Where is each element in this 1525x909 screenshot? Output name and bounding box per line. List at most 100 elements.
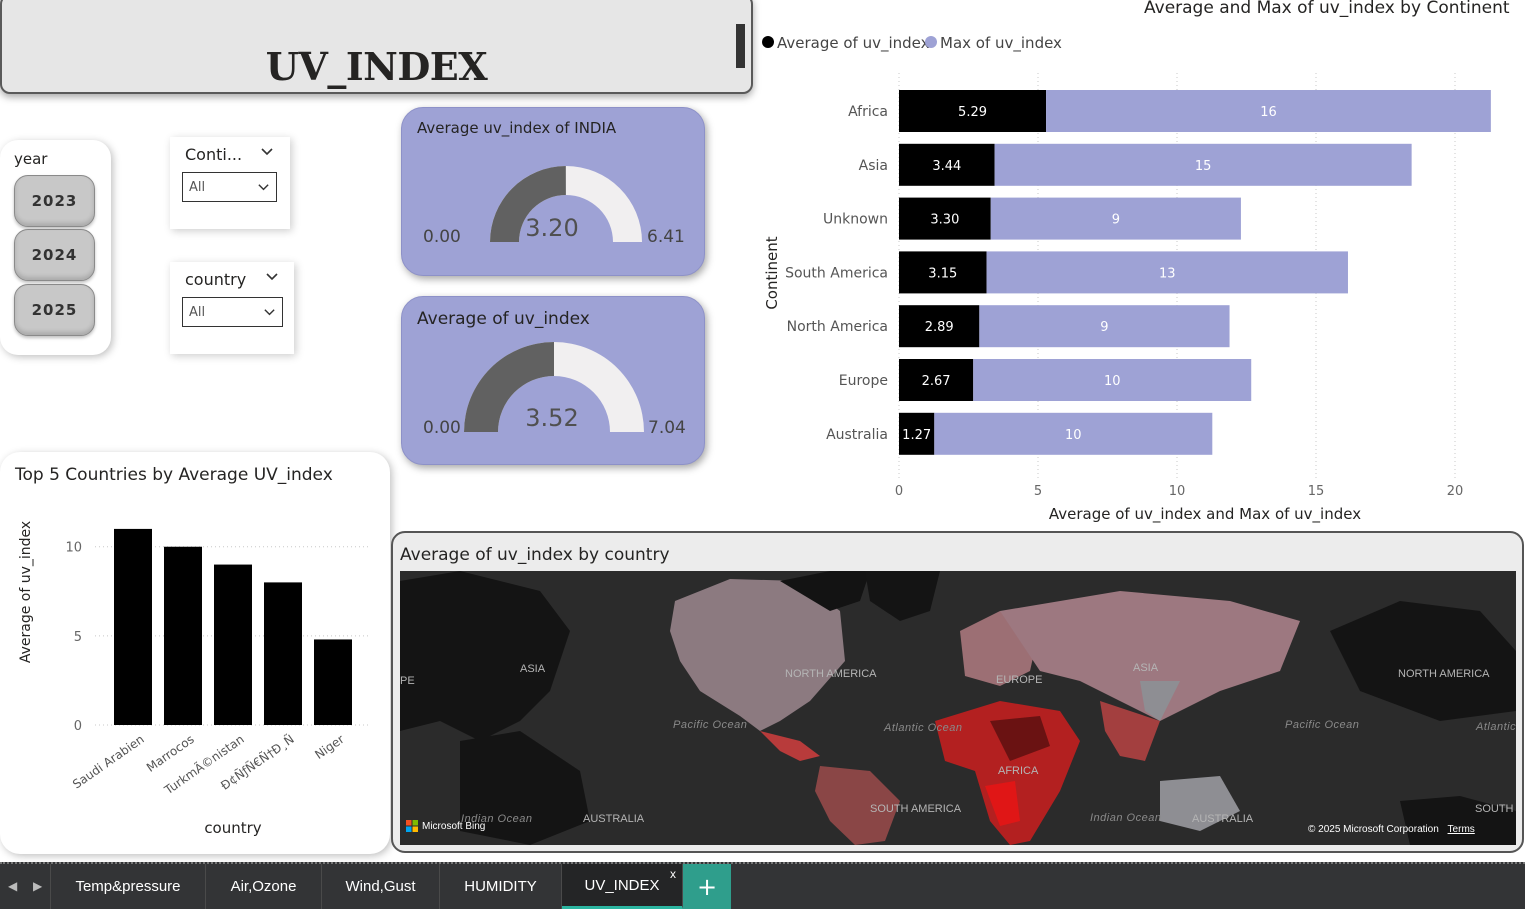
continent-x-axis-label: Average of uv_index and Max of uv_index	[1049, 505, 1361, 524]
map-label: Atlantic Ocean	[883, 722, 963, 734]
top5-y-tick: 10	[65, 541, 82, 556]
continent-y-axis-label: Continent	[763, 236, 781, 309]
map-label: PE	[400, 675, 415, 687]
gauge-card-india: Average uv_index of INDIA 0.00 3.20 6.41	[401, 107, 705, 276]
top5-bar[interactable]	[164, 546, 202, 725]
add-page-button[interactable]: +	[683, 864, 731, 909]
continent-max-label: 16	[1260, 105, 1277, 120]
map-label: ASIA	[520, 663, 546, 675]
tab-humidity[interactable]: HUMIDITY	[440, 864, 562, 909]
continent-average-bar[interactable]	[899, 197, 991, 240]
map-label: Pacific Ocean	[673, 719, 747, 731]
chevron-down-icon[interactable]	[260, 145, 274, 159]
top5-y-tick: 5	[74, 630, 82, 645]
map-label: ASIA	[1133, 662, 1159, 674]
banner-grip-bar	[736, 24, 745, 68]
tab-temp-pressure[interactable]: Temp&pressure	[50, 864, 206, 909]
map-copyright-text: © 2025 Microsoft Corporation	[1308, 824, 1439, 835]
gauge-average-min: 0.00	[423, 418, 461, 438]
continent-average-bar[interactable]	[899, 305, 980, 348]
continent-average-label: 3.44	[932, 159, 961, 174]
bing-brand: Microsoft Bing	[406, 820, 485, 832]
top5-bar[interactable]	[114, 528, 152, 725]
tab-wind-gust[interactable]: Wind,Gust	[322, 864, 440, 909]
microsoft-logo-icon	[406, 820, 418, 832]
continent-x-tick: 5	[1034, 484, 1042, 499]
continent-max-bar[interactable]	[934, 412, 1213, 455]
continent-category-label: Africa	[848, 104, 888, 120]
continent-category-label: Australia	[826, 427, 888, 443]
map-label: NORTH AMERICA	[785, 668, 877, 680]
country-dropdown[interactable]: All	[182, 297, 283, 327]
tab-air-ozone[interactable]: Air,Ozone	[206, 864, 322, 909]
gauge-average-value: 3.52	[525, 404, 579, 432]
top5-y-axis-label: Average of uv_index	[18, 521, 34, 663]
map-copyright: © 2025 Microsoft Corporation Terms	[1308, 824, 1475, 835]
bing-brand-label: Microsoft Bing	[422, 820, 486, 832]
gauge-average-arc	[464, 342, 644, 432]
tab-scroll-right-icon[interactable]: ▶	[33, 879, 43, 893]
continent-max-bar[interactable]	[986, 251, 1348, 294]
continent-max-label: 10	[1104, 374, 1121, 389]
tab-uv-index-label: UV_INDEX	[584, 876, 660, 894]
continent-average-label: 2.67	[922, 374, 951, 389]
map-terms-link[interactable]: Terms	[1447, 824, 1475, 835]
world-map[interactable]: ASIA NORTH AMERICA EUROPE ASIA NORTH AMERICA…	[400, 571, 1516, 845]
country-slicer-label: country	[185, 270, 247, 289]
continent-slicer: Conti... All	[170, 137, 290, 229]
top5-countries-card: Top 5 Countries by Average UV_index 0 5 10…	[0, 452, 390, 854]
continent-x-tick: 10	[1169, 484, 1186, 499]
top5-bar[interactable]	[314, 639, 352, 725]
chevron-down-icon[interactable]	[265, 270, 279, 284]
top5-x-tick: TurkmÃ©nistan	[161, 731, 247, 798]
continent-chart: Average of uv_index Max of uv_index 5.29…	[762, 34, 1491, 524]
year-button-2025[interactable]: 2025	[14, 284, 95, 336]
map-label: AUSTRALIA	[583, 813, 645, 825]
continent-x-tick: 20	[1447, 484, 1464, 499]
continent-chart-title: Average and Max of uv_index by Continent	[1144, 0, 1510, 18]
continent-x-tick: 15	[1308, 484, 1325, 499]
tab-close-icon[interactable]: x	[670, 867, 676, 881]
gauge-india-max: 6.41	[647, 227, 685, 247]
top5-bar[interactable]	[214, 564, 252, 725]
continent-max-label: 9	[1112, 213, 1120, 228]
top5-bar[interactable]	[264, 582, 302, 725]
continent-average-bar[interactable]	[899, 251, 987, 294]
country-dropdown-value: All	[189, 305, 206, 320]
tab-scroll-left-icon[interactable]: ◀	[8, 879, 18, 893]
chevron-down-icon	[258, 184, 269, 191]
continent-max-label: 10	[1065, 428, 1082, 443]
map-label: Pacific Ocean	[1285, 719, 1359, 731]
continent-max-bar[interactable]	[1046, 90, 1491, 132]
top5-y-tick: 0	[74, 719, 82, 734]
map-label: NORTH AMERICA	[1398, 668, 1490, 680]
top5-x-tick: Niger	[312, 732, 346, 762]
continent-average-bar[interactable]	[899, 143, 995, 186]
gauge-india-min: 0.00	[423, 227, 461, 247]
continent-max-bar[interactable]	[973, 359, 1252, 401]
continent-average-bar[interactable]	[899, 359, 974, 401]
continent-max-bar[interactable]	[994, 143, 1412, 186]
year-button-2023[interactable]: 2023	[14, 175, 95, 227]
continent-average-label: 3.30	[930, 213, 959, 228]
tab-uv-index[interactable]: UV_INDEX x	[562, 864, 683, 909]
continent-average-bar[interactable]	[899, 412, 935, 455]
year-button-2024[interactable]: 2024	[14, 229, 95, 281]
continent-average-bar[interactable]	[899, 90, 1047, 132]
continent-max-label: 13	[1159, 266, 1176, 281]
map-label: SOUTH AMERICA	[870, 803, 962, 815]
map-label: EUROPE	[996, 674, 1042, 686]
continent-dropdown[interactable]: All	[182, 172, 277, 202]
gauge-india-title: Average uv_index of INDIA	[417, 119, 617, 137]
gauge-average-title: Average of uv_index	[417, 309, 590, 329]
continent-average-label: 1.27	[902, 428, 931, 443]
world-map-canvas[interactable]: ASIA NORTH AMERICA EUROPE ASIA NORTH AMERICA…	[400, 571, 1516, 845]
country-slicer: country All	[170, 262, 294, 354]
continent-max-bar[interactable]	[979, 305, 1230, 348]
continent-x-tick: 0	[895, 484, 903, 499]
continent-category-label: South America	[785, 265, 888, 281]
continent-average-label: 2.89	[925, 320, 954, 335]
continent-max-bar[interactable]	[990, 197, 1241, 240]
year-slicer-label: year	[14, 150, 48, 168]
map-label: AFRICA	[998, 765, 1039, 777]
